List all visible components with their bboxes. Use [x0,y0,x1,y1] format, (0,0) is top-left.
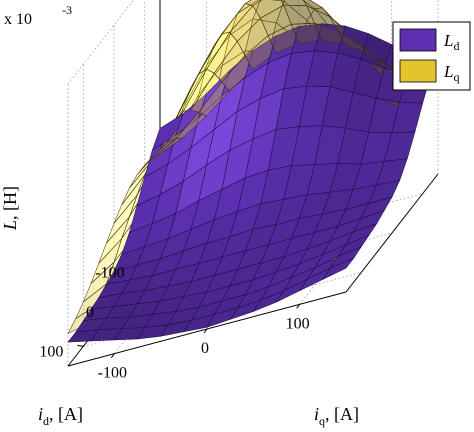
box-edge [67,0,134,85]
iq-tick [296,304,301,309]
legend-swatch-lq [399,59,437,83]
id-tick-label: 100 [39,343,63,360]
id-tick-label: -100 [95,265,124,282]
id-axis-label: id, [A] [38,404,83,428]
legend-label-lq: Lq [443,62,459,84]
iq-tick-label: -100 [98,365,127,382]
id-tick [77,344,84,347]
legend-swatch-ld [399,28,437,52]
iq-tick [203,328,208,334]
iq-axis-label: iq, [A] [314,404,359,428]
legend: Ld Lq [392,21,471,91]
iq-tick-label: 0 [201,340,209,357]
surface-patch-Lq [244,0,263,6]
iq-tick [110,353,115,358]
surfaces [67,0,439,343]
iq-tick-label: 100 [286,315,310,332]
id-tick-label: 0 [86,304,94,321]
z-axis-label: L, [H] [0,186,20,231]
legend-label-ld: Ld [443,31,459,53]
z-multiplier: x 10 [4,11,32,28]
floor-edge [345,173,439,293]
surface-patch-Lq [237,0,260,14]
z-multiplier-exponent: -3 [62,3,72,17]
